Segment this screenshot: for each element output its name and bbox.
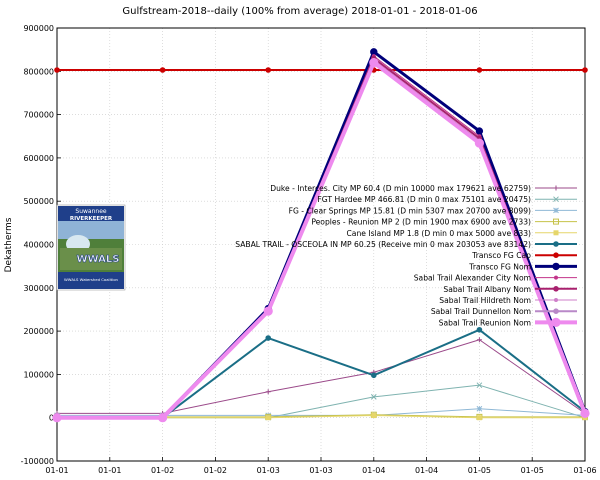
data-point [553, 308, 559, 315]
data-point [553, 230, 559, 236]
data-point [476, 415, 482, 421]
data-point [371, 372, 377, 379]
y-tick-label: 700000 [23, 111, 54, 120]
data-point [54, 67, 60, 73]
data-point [552, 262, 560, 271]
y-tick-label: 0 [49, 414, 54, 423]
y-tick-label: 300000 [23, 284, 54, 293]
data-point [554, 298, 558, 302]
data-point [475, 127, 484, 135]
logo-sky [58, 221, 124, 239]
legend-label: Cane Island MP 1.8 (D min 0 max 5000 ave… [347, 229, 532, 238]
y-tick-label: 500000 [23, 197, 54, 206]
data-point [553, 286, 559, 292]
legend-label: Sabal Trail Reunion Nom [439, 318, 531, 327]
x-tick-label: 01-04 [415, 466, 438, 475]
data-point [265, 415, 271, 421]
data-point [476, 326, 483, 333]
x-tick-label: 01-03 [257, 466, 280, 475]
logo-wwals: WWALS [77, 254, 120, 265]
data-point [553, 185, 559, 191]
data-point [370, 394, 377, 400]
data-point [370, 48, 378, 56]
legend-label: Transco FG Nom [468, 262, 531, 271]
y-tick-label: 600000 [23, 154, 54, 163]
x-tick-label: 01-05 [468, 466, 491, 475]
x-tick-label: 01-03 [309, 466, 332, 475]
data-point [265, 389, 271, 395]
y-tick-label: 200000 [23, 327, 54, 336]
x-axis: 01-01 01-01 01-02 01-02 01-03 01-03 01-04 01-04… [45, 457, 597, 475]
legend-label: Sabal Trail Albany Nom [443, 285, 531, 294]
logo-banner [58, 206, 124, 221]
x-tick-label: 01-02 [151, 466, 174, 475]
legend-label: Sabal Trail Hildreth Nom [439, 296, 531, 305]
data-point [263, 306, 273, 316]
y-axis-label: Dekatherms [4, 217, 14, 272]
x-tick-label: 01-01 [45, 466, 68, 475]
chart-title: Gulfstream-2018--daily (100% from averag… [122, 6, 477, 17]
legend-label: Duke - Interces. City MP 60.4 (D min 100… [270, 184, 531, 193]
data-point [265, 67, 272, 73]
y-tick-label: 100000 [23, 370, 54, 379]
series-path [57, 60, 587, 420]
logo-footer [58, 272, 124, 289]
logo-riverkeeper: RIVERKEEPER [70, 216, 113, 222]
data-point [476, 337, 482, 343]
wwals-logo: Suwannee RIVERKEEPER WWALS WWALS Watersh… [56, 204, 126, 291]
logo-suwannee: Suwannee [75, 208, 106, 215]
data-point [52, 413, 62, 423]
data-point [476, 67, 483, 73]
legend-label: Peoples - Reunion MP 2 (D min 1900 max 6… [311, 218, 531, 227]
data-point [553, 207, 559, 214]
data-point [265, 335, 272, 341]
x-tick-label: 01-01 [98, 466, 121, 475]
x-tick-label: 01-05 [521, 466, 544, 475]
legend-label: Sabal Trail Dunnellon Nom [431, 307, 531, 316]
x-tick-label: 01-02 [204, 466, 227, 475]
data-point [159, 67, 166, 73]
series-line [54, 67, 588, 73]
data-point [474, 138, 484, 148]
data-point [553, 218, 559, 225]
y-tick-label: 800000 [23, 67, 54, 76]
data-point [553, 196, 559, 203]
data-point [158, 413, 168, 423]
data-point [554, 275, 558, 280]
legend-label: Sabal Trail Alexander City Nom [414, 274, 531, 283]
y-tick-label: 900000 [23, 24, 54, 33]
x-tick-label: 01-04 [362, 466, 385, 475]
data-point [582, 67, 588, 73]
legend-label: FGT Hardee MP 466.81 (D min 0 max 75101 … [317, 195, 531, 204]
data-point [371, 413, 377, 419]
y-tick-label: 400000 [23, 241, 54, 250]
y-tick-label: -100000 [21, 457, 54, 466]
data-point [553, 241, 559, 247]
series-path [57, 339, 586, 414]
y-axis: -100000 0 100000 200000 300000 400000 500000 60… [21, 24, 61, 466]
series-line [52, 58, 590, 423]
legend: Duke - Interces. City MP 60.4 (D min 100… [235, 184, 577, 327]
data-point [369, 58, 379, 68]
data-point [580, 408, 590, 418]
data-point [551, 317, 561, 327]
x-tick-label: 01-06 [573, 466, 596, 475]
legend-label: SABAL TRAIL - OSCEOLA IN MP 60.25 (Recei… [235, 240, 531, 249]
legend-label: Transco FG Cap [471, 251, 531, 260]
data-point [476, 382, 483, 389]
data-point [553, 252, 559, 258]
series-layer [52, 48, 590, 423]
logo-land [60, 248, 122, 270]
legend-label: FG - Clear Springs MP 15.81 (D min 5307 … [289, 206, 531, 215]
data-point [476, 405, 483, 412]
logo-coalition: WWALS Watershed Coalition [64, 277, 118, 282]
